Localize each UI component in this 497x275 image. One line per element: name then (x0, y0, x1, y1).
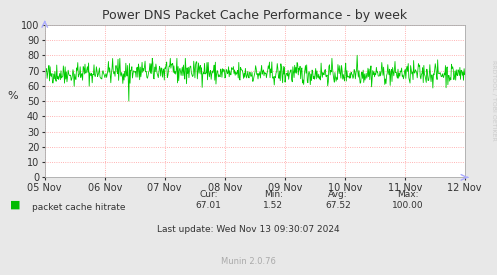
Text: Last update: Wed Nov 13 09:30:07 2024: Last update: Wed Nov 13 09:30:07 2024 (157, 226, 340, 234)
Text: Avg:: Avg: (328, 190, 348, 199)
Text: 67.52: 67.52 (325, 201, 351, 210)
Text: Munin 2.0.76: Munin 2.0.76 (221, 257, 276, 266)
Text: Cur:: Cur: (199, 190, 218, 199)
Text: 67.01: 67.01 (196, 201, 222, 210)
Text: RRDTOOL / TOBI OETIKER: RRDTOOL / TOBI OETIKER (491, 60, 496, 141)
Text: ■: ■ (10, 200, 20, 210)
Text: Min:: Min: (264, 190, 283, 199)
Text: 1.52: 1.52 (263, 201, 283, 210)
Text: 100.00: 100.00 (392, 201, 423, 210)
Text: Max:: Max: (397, 190, 418, 199)
Y-axis label: %: % (7, 91, 18, 101)
Title: Power DNS Packet Cache Performance - by week: Power DNS Packet Cache Performance - by … (102, 9, 407, 22)
Text: packet cache hitrate: packet cache hitrate (32, 203, 126, 212)
